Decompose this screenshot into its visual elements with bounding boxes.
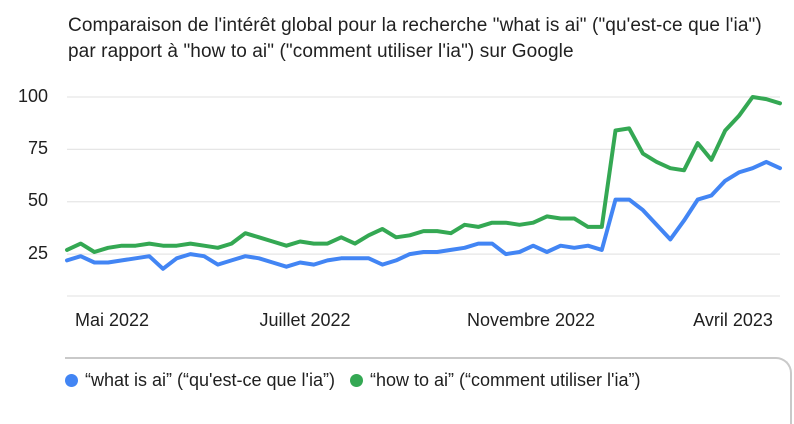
x-axis-tick-label: Mai 2022 — [74, 310, 150, 330]
y-axis-tick-label: 100 — [17, 85, 48, 106]
x-axis-tick-label: Novembre 2022 — [466, 310, 596, 330]
series-dot-icon — [65, 374, 78, 387]
legend-label: “what is ai” (“qu'est-ce que l'ia”) — [85, 370, 335, 390]
legend-divider — [65, 357, 792, 424]
x-axis-tick-label: Juillet 2022 — [259, 310, 351, 330]
y-axis-tick-label: 50 — [27, 190, 48, 211]
y-axis-tick-label: 25 — [27, 242, 48, 263]
y-axis-tick-label: 75 — [27, 137, 48, 158]
series-dot-icon — [349, 374, 363, 387]
chart-title: Comparaison de l'intérêt global pour la … — [68, 15, 762, 62]
legend: “what is ai” (“qu'est-ce que l'ia”) “how… — [65, 370, 794, 391]
x-axis-tick-label: Avril 2023 — [693, 310, 773, 330]
legend-label: “how to ai” (“comment utiliser l'ia”) — [369, 370, 641, 390]
legend-item-how-to-ai: “how to ai” (“comment utiliser l'ia”) — [349, 370, 641, 391]
legend-item-what-is-ai: “what is ai” (“qu'est-ce que l'ia”) — [65, 370, 335, 391]
